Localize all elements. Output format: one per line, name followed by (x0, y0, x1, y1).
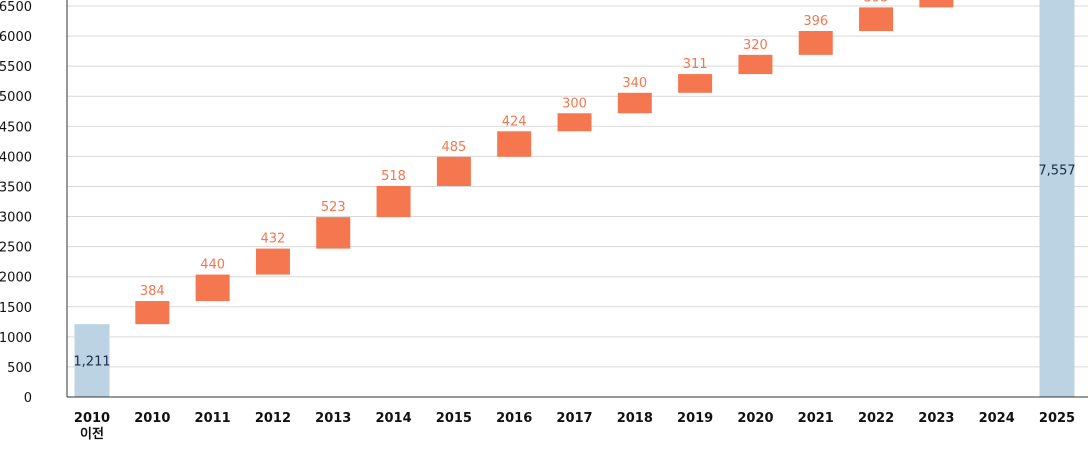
x-tick-label: 2017 (556, 411, 592, 426)
increment-bar (316, 217, 351, 249)
increment-bar (617, 92, 652, 114)
y-tick-label: 3000 (0, 211, 32, 226)
y-tick-label: 4500 (0, 120, 32, 135)
bars (74, 0, 1075, 397)
increment-bar (195, 274, 230, 302)
data-label: 518 (381, 169, 406, 184)
data-label: 440 (200, 258, 225, 273)
y-tick-label: 1000 (0, 331, 32, 346)
x-tick-label: 2025 (1039, 411, 1075, 426)
total-bar (1039, 0, 1075, 397)
data-label: 523 (321, 200, 346, 215)
y-tick-label: 1500 (0, 301, 32, 316)
x-tick-label: 2021 (798, 411, 834, 426)
x-tick-label: 2022 (858, 411, 894, 426)
increment-bar (376, 185, 411, 218)
y-tick-label: 0 (24, 391, 32, 406)
data-label: 320 (743, 38, 768, 53)
data-label: 1,211 (73, 355, 110, 370)
data-label: 384 (140, 284, 165, 299)
x-tick-label: 2016 (496, 411, 532, 426)
x-tick-label: 2010 이전 (74, 411, 110, 442)
data-label: 393 (864, 0, 889, 5)
increment-bar (557, 113, 592, 132)
data-label: 432 (261, 232, 286, 247)
data-label: 424 (502, 114, 527, 129)
x-tick-label: 2011 (195, 411, 231, 426)
increment-bar (436, 156, 471, 186)
y-tick-label: 2500 (0, 241, 32, 256)
increment-bar (135, 301, 170, 325)
increment-bar (919, 0, 954, 8)
increment-bar (738, 54, 773, 75)
x-tick-label: 2012 (255, 411, 291, 426)
y-tick-label: 5500 (0, 60, 32, 75)
y-tick-label: 4000 (0, 150, 32, 165)
x-tick-label: 2024 (979, 411, 1015, 426)
increment-bar (678, 74, 713, 93)
y-tick-label: 5000 (0, 90, 32, 105)
gridlines (67, 5, 1088, 368)
x-tick-label: 2010 (134, 411, 170, 426)
y-axis-ticks: 0 500 1000 1500 2000 2500 3000 3500 4000 4500 5000… (0, 0, 32, 406)
data-label: 396 (803, 14, 828, 29)
x-tick-label: 2013 (315, 411, 351, 426)
x-axis-ticks: 2010 이전 2010 2011 2012 2013 2014 2015 2016 2017 20… (74, 411, 1075, 442)
data-labels: 1,211 384 440 432 523 518 485 424 300 340 311 320 39… (73, 0, 1075, 370)
x-tick-label: 2020 (737, 411, 773, 426)
y-tick-label: 2000 (0, 271, 32, 286)
x-tick-label: 2019 (677, 411, 713, 426)
data-label: 485 (441, 140, 466, 155)
increment-bar (798, 31, 833, 55)
data-label: 340 (622, 76, 647, 91)
data-label: 300 (562, 96, 587, 111)
x-tick-label: 2023 (918, 411, 954, 426)
data-label: 311 (683, 57, 708, 72)
increment-bar (859, 7, 894, 32)
y-tick-label: 3500 (0, 180, 32, 195)
x-tick-label: 2014 (375, 411, 411, 426)
x-tick-label: 2015 (436, 411, 472, 426)
total-bar (74, 324, 110, 397)
y-tick-label: 500 (7, 361, 32, 376)
increment-bar (497, 131, 532, 157)
x-tick-label: 2018 (617, 411, 653, 426)
y-tick-label: 6500 (0, 0, 32, 15)
y-tick-label: 6000 (0, 30, 32, 45)
increment-bar (255, 248, 290, 275)
data-label: 7,557 (1038, 164, 1075, 179)
